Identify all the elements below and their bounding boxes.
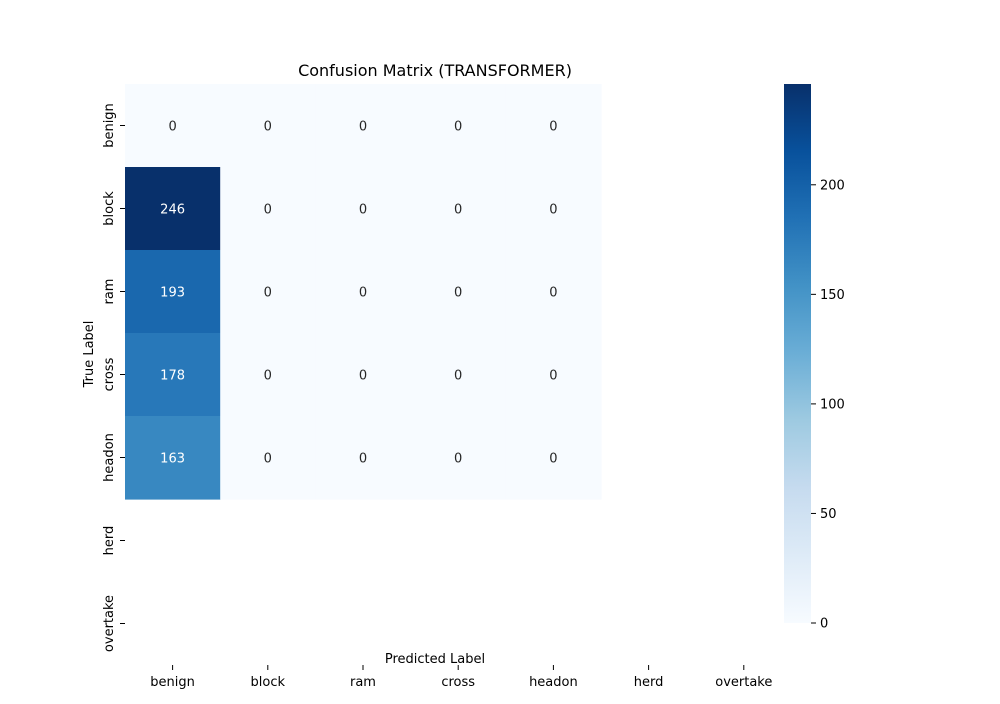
cell-value-label: 0: [549, 286, 557, 301]
heatmap-cell: [505, 167, 602, 251]
heatmap-cell-labels: 0 0 0 0 0 246 0 0 0 0 193 0 0 0 0 178 0 0 0 0 163 0 0 0 0: [160, 120, 557, 467]
cell-value-label: 163: [160, 452, 185, 467]
colorbar-tick-label: 150: [820, 288, 845, 303]
y-tick-label: overtake: [102, 595, 117, 652]
y-tick-label: herd: [102, 526, 117, 556]
cell-value-label: 0: [264, 286, 272, 301]
heatmap-cells: [125, 84, 602, 500]
cell-value-label: 0: [454, 203, 462, 218]
y-axis: benign block ram cross headon herd overtake: [102, 103, 125, 652]
heatmap-cell: [505, 84, 602, 168]
y-axis-label: True Label: [82, 321, 97, 389]
heatmap-cell: [125, 167, 221, 251]
heatmap-cell: [220, 167, 316, 251]
cell-value-label: 0: [359, 369, 367, 384]
x-tick-label: overtake: [715, 675, 772, 690]
chart-title: Confusion Matrix (TRANSFORMER): [298, 61, 572, 80]
cell-value-label: 0: [454, 120, 462, 135]
heatmap-cell: [315, 167, 412, 251]
x-axis-label: Predicted Label: [385, 652, 485, 667]
cell-value-label: 0: [454, 452, 462, 467]
heatmap-cell: [410, 84, 507, 168]
heatmap-cell: [125, 416, 221, 500]
cell-value-label: 0: [549, 120, 557, 135]
heatmap-cell: [505, 250, 602, 334]
cell-value-label: 0: [264, 120, 272, 135]
cell-value-label: 0: [549, 203, 557, 218]
y-tick-label: ram: [102, 279, 117, 305]
cell-value-label: 0: [264, 369, 272, 384]
cell-value-label: 0: [264, 452, 272, 467]
heatmap-cell: [410, 416, 507, 500]
x-tick-label: block: [251, 675, 286, 690]
x-tick-label: ram: [350, 675, 376, 690]
colorbar-tick-label: 200: [820, 178, 845, 193]
x-tick-label: herd: [634, 675, 664, 690]
cell-value-label: 0: [359, 452, 367, 467]
heatmap-cell: [315, 333, 412, 417]
heatmap-cell: [410, 333, 507, 417]
cell-value-label: 0: [359, 120, 367, 135]
cell-value-label: 0: [359, 203, 367, 218]
cell-value-label: 0: [168, 120, 176, 135]
colorbar-tick-label: 50: [820, 507, 837, 522]
x-tick-label: headon: [529, 675, 578, 690]
heatmap-cell: [220, 333, 316, 417]
colorbar-ticks: 0 50 100 150 200: [811, 178, 845, 632]
cell-value-label: 0: [454, 369, 462, 384]
cell-value-label: 0: [549, 369, 557, 384]
cell-value-label: 0: [359, 286, 367, 301]
x-tick-label: benign: [150, 675, 195, 690]
heatmap-cell: [315, 84, 412, 168]
x-axis: benign block ram cross headon herd overtake: [150, 665, 772, 690]
y-tick-label: block: [102, 191, 117, 226]
cell-value-label: 246: [160, 203, 185, 218]
cell-value-label: 178: [160, 369, 185, 384]
heatmap-cell: [220, 416, 316, 500]
cell-value-label: 0: [454, 286, 462, 301]
colorbar-tick-label: 0: [820, 617, 828, 632]
heatmap-cell: [505, 333, 602, 417]
y-tick-label: headon: [102, 433, 117, 482]
y-tick-label: benign: [102, 103, 117, 148]
cell-value-label: 0: [549, 452, 557, 467]
x-tick-label: cross: [441, 675, 475, 690]
colorbar: [784, 84, 811, 623]
heatmap-cell: [410, 250, 507, 334]
heatmap-cell: [315, 250, 412, 334]
cell-value-label: 193: [160, 286, 185, 301]
heatmap-cell: [220, 84, 316, 168]
heatmap-cell: [505, 416, 602, 500]
heatmap-cell: [125, 250, 221, 334]
colorbar-tick-label: 100: [820, 397, 845, 412]
y-tick-label: cross: [102, 357, 117, 391]
heatmap-cell: [125, 333, 221, 417]
cell-value-label: 0: [264, 203, 272, 218]
heatmap-cell: [315, 416, 412, 500]
heatmap-cell: [410, 167, 507, 251]
heatmap-cell: [125, 84, 221, 168]
heatmap-cell: [220, 250, 316, 334]
